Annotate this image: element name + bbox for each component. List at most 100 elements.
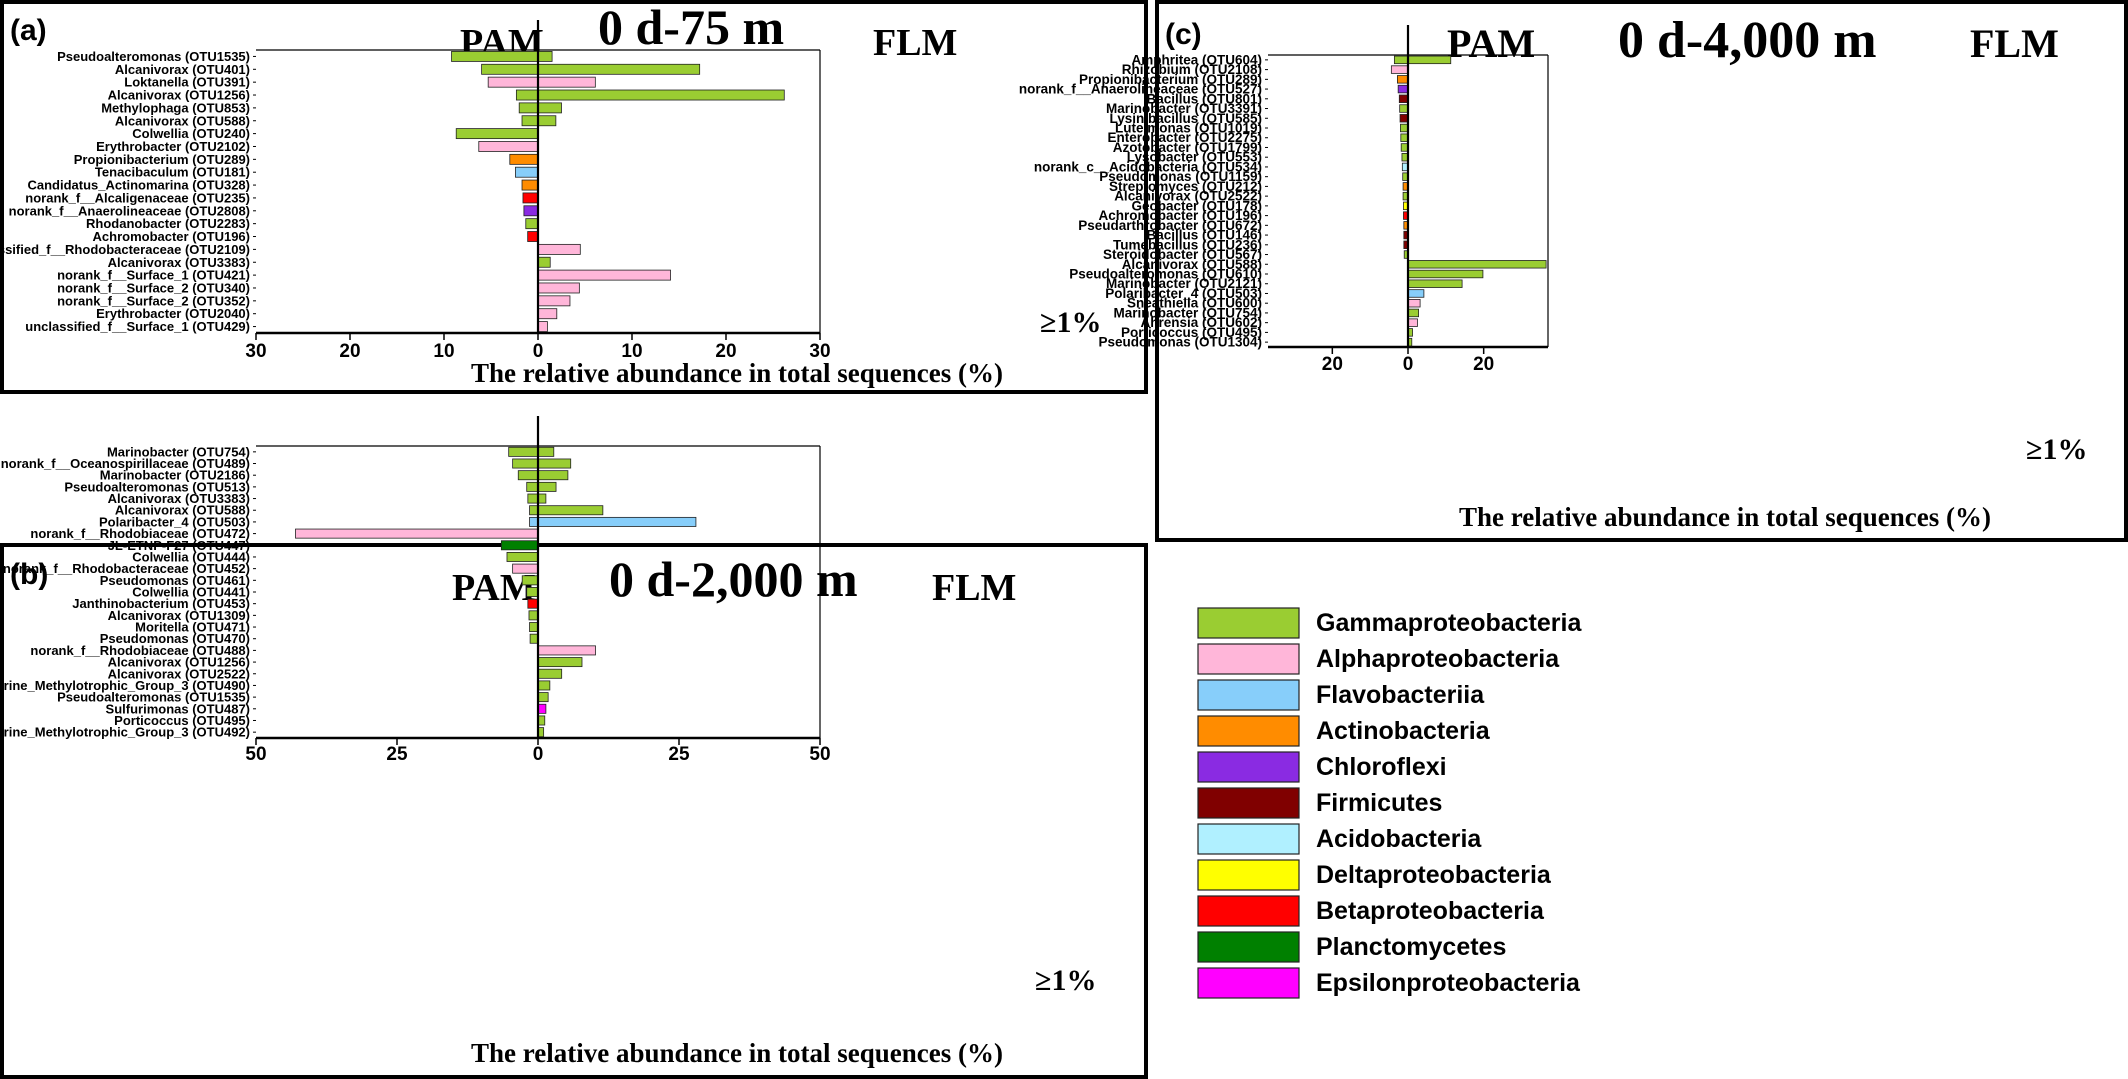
legend-swatch	[1197, 751, 1300, 783]
category-label: Marinobacter (OTU3391)	[1106, 101, 1262, 116]
bar-pam	[481, 63, 539, 75]
bar-pam	[1399, 104, 1409, 113]
panel-b-flm-label: FLM	[932, 567, 1016, 609]
category-label: Rhodanobacter (OTU2283)	[86, 216, 250, 231]
legend-label: Betaproteobacteria	[1316, 897, 1545, 925]
panel-a: (a) PAM 0 d-75 m FLM ≥1% The relative ab…	[0, 0, 1148, 394]
bar-flm	[537, 692, 549, 703]
x-tick-label: 0	[533, 744, 544, 765]
bar-pam	[1397, 84, 1409, 94]
category-label: Marinobacter (OTU2186)	[100, 468, 250, 483]
bar-pam	[487, 76, 539, 88]
bar-flm	[537, 657, 583, 668]
panel-a-title: 0 d-75 m	[598, 0, 784, 55]
bar-pam	[528, 610, 539, 621]
legend-swatch	[1197, 679, 1300, 711]
bar-pam	[521, 115, 539, 127]
bar-flm	[537, 89, 785, 101]
bar-pam	[515, 166, 539, 178]
category-label: norank_f__Alcaligenaceae (OTU235)	[25, 190, 250, 205]
category-label: Steroidobacter (OTU567)	[1103, 247, 1262, 262]
panel-a-xlabel: The relative abundance in total sequence…	[471, 358, 1003, 388]
category-label: norank_c__Acidobacteria (OTU534)	[1034, 159, 1262, 174]
x-tick-label: 50	[245, 744, 266, 765]
bar-pam	[1397, 75, 1409, 84]
category-label: Marinobacter (OTU754)	[1113, 305, 1262, 320]
bar-pam	[529, 505, 539, 516]
panel-c-title: 0 d-4,000 m	[1618, 12, 1877, 69]
category-label: unclassified_f__Surface_1 (OTU429)	[25, 319, 250, 334]
panel-a-threshold: ≥1%	[1040, 306, 1101, 339]
category-label: Alcanivorax (OTU2522)	[1114, 189, 1262, 204]
x-tick-label: 20	[1473, 354, 1494, 375]
category-label: Alcanivorax (OTU1256)	[108, 655, 250, 670]
panel-c-frame	[1155, 0, 2128, 542]
legend-swatch	[1197, 967, 1300, 999]
legend-label: Alphaproteobacteria	[1316, 645, 1560, 673]
bar-pam	[529, 633, 539, 644]
category-label: Alcanivorax (OTU588)	[115, 113, 250, 128]
bar-pam	[521, 179, 539, 191]
category-label: Ahrensia (OTU602)	[1140, 315, 1262, 330]
category-label: Enterobacter (OTU2275)	[1107, 130, 1262, 145]
bar-pam	[526, 587, 539, 597]
category-label: Pseudoalteromonas (OTU513)	[64, 479, 250, 494]
bar-pam	[455, 128, 539, 140]
category-label: norank_f__Surface_1 (OTU421)	[57, 268, 250, 283]
bar-flm	[1407, 289, 1425, 298]
bar-pam	[1393, 55, 1409, 65]
bar-flm	[1407, 299, 1421, 308]
category-label: Moritella (OTU471)	[135, 620, 250, 635]
panel-a-flm-label: FLM	[873, 22, 957, 64]
category-label: Achromobacter (OTU196)	[93, 229, 250, 244]
panel-c-letter: (c)	[1165, 18, 1202, 51]
category-label: norank_f__Surface_2 (OTU340)	[57, 280, 250, 295]
bar-flm	[1407, 269, 1484, 279]
x-tick-label: 50	[809, 744, 830, 765]
x-tick-label: 25	[386, 744, 408, 765]
category-label: Propionibacterium (OTU289)	[1079, 72, 1262, 87]
bar-flm	[537, 295, 571, 307]
legend-label: Acidobacteria	[1316, 825, 1482, 853]
x-tick-label: 25	[668, 744, 690, 765]
category-label: norank_f__Surface_2 (OTU352)	[57, 293, 250, 308]
bar-flm	[537, 516, 697, 527]
category-label: Geobacter (OTU178)	[1131, 198, 1262, 213]
category-label: Alcanivorax (OTU1309)	[108, 608, 250, 623]
category-label: Marine_Methylotrophic_Group_3 (OTU492)	[0, 725, 250, 740]
bar-pam	[451, 51, 539, 62]
bar-pam	[527, 598, 539, 609]
category-label: Porticoccus (OTU495)	[114, 713, 250, 728]
legend-label: Gammaproteobacteria	[1316, 609, 1582, 637]
bar-flm	[537, 321, 548, 332]
legend-swatch	[1197, 859, 1300, 891]
bar-flm	[537, 256, 551, 268]
category-label: Colwellia (OTU441)	[132, 585, 250, 600]
bar-flm	[537, 481, 557, 492]
bar-flm	[537, 645, 596, 656]
bar-pam	[529, 622, 539, 632]
category-label: Janthinobacterium (OTU453)	[72, 596, 250, 611]
legend-swatch	[1197, 895, 1300, 927]
category-label: Bacillus (OTU146)	[1146, 228, 1262, 243]
category-label: Sulfurimonas (OTU487)	[106, 701, 250, 716]
bar-pam	[295, 528, 539, 539]
category-label: Alcanivorax (OTU3383)	[108, 255, 250, 270]
bar-pam	[527, 493, 539, 504]
category-label: Pseudomonas (OTU1304)	[1098, 335, 1262, 350]
x-tick-label: 30	[245, 341, 266, 362]
category-label: norank_f__Rhodobacteraceae (OTU452)	[3, 561, 250, 576]
legend-swatch	[1197, 823, 1300, 855]
panel-b-pam-label: PAM	[452, 567, 536, 609]
category-label: Colwellia (OTU240)	[132, 126, 250, 141]
category-label: Polaribacter_4 (OTU503)	[99, 514, 250, 529]
legend-label: Planctomycetes	[1316, 933, 1506, 961]
category-label: JL-ETNP-F27 (OTU447)	[108, 538, 250, 553]
category-label: Tenacibaculum (OTU181)	[95, 165, 250, 180]
category-label: Luteimonas (OTU1019)	[1115, 121, 1262, 136]
x-tick-label: 30	[809, 341, 830, 362]
category-label: Alcanivorax (OTU588)	[115, 503, 250, 518]
panel-c-threshold: ≥1%	[2026, 433, 2087, 466]
panel-b-frame	[0, 543, 1148, 1079]
